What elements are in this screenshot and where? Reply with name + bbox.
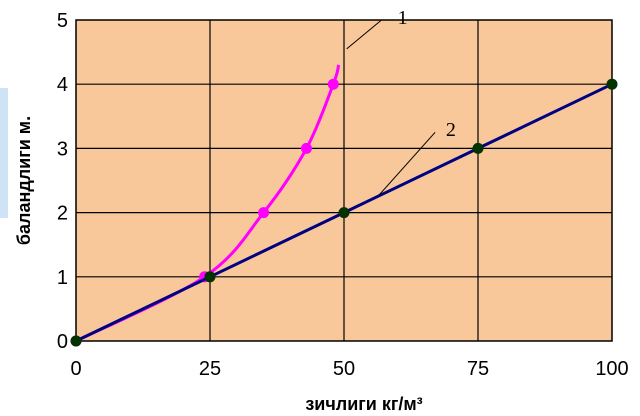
data-point	[338, 207, 350, 219]
series-labels: 12	[346, 7, 456, 196]
data-point	[70, 335, 82, 347]
edge-tab	[0, 88, 8, 218]
x-tick-label: 100	[595, 358, 628, 380]
series-2	[70, 78, 618, 347]
leader-line	[378, 132, 436, 196]
x-tick-label: 50	[333, 358, 355, 380]
data-point	[258, 207, 270, 219]
data-point	[300, 142, 312, 154]
gridlines	[76, 20, 612, 341]
series-label: 1	[398, 7, 408, 29]
y-tick-label: 4	[57, 74, 68, 96]
y-tick-label: 1	[57, 267, 68, 289]
x-tick-label: 25	[199, 358, 221, 380]
x-tick-label: 75	[467, 358, 489, 380]
series-label: 2	[446, 119, 456, 141]
y-tick-label: 2	[57, 203, 68, 225]
leader-line	[346, 19, 382, 50]
y-axis-ticks: 0 1 2 3 4 5	[57, 10, 68, 353]
series-layer	[70, 64, 618, 347]
data-point	[327, 78, 339, 90]
y-tick-label: 3	[57, 138, 68, 160]
x-axis-ticks: 0 25 50 75 100	[70, 358, 628, 380]
y-axis-title: баландлиги м.	[14, 116, 34, 245]
y-tick-label: 5	[57, 10, 68, 32]
data-point	[472, 142, 484, 154]
data-point	[204, 271, 216, 283]
plot-frame	[75, 19, 613, 342]
y-tick-label: 0	[57, 331, 68, 353]
x-axis-title: зичлиги кг/м³	[305, 394, 422, 414]
data-point	[606, 78, 618, 90]
x-tick-label: 0	[70, 358, 81, 380]
